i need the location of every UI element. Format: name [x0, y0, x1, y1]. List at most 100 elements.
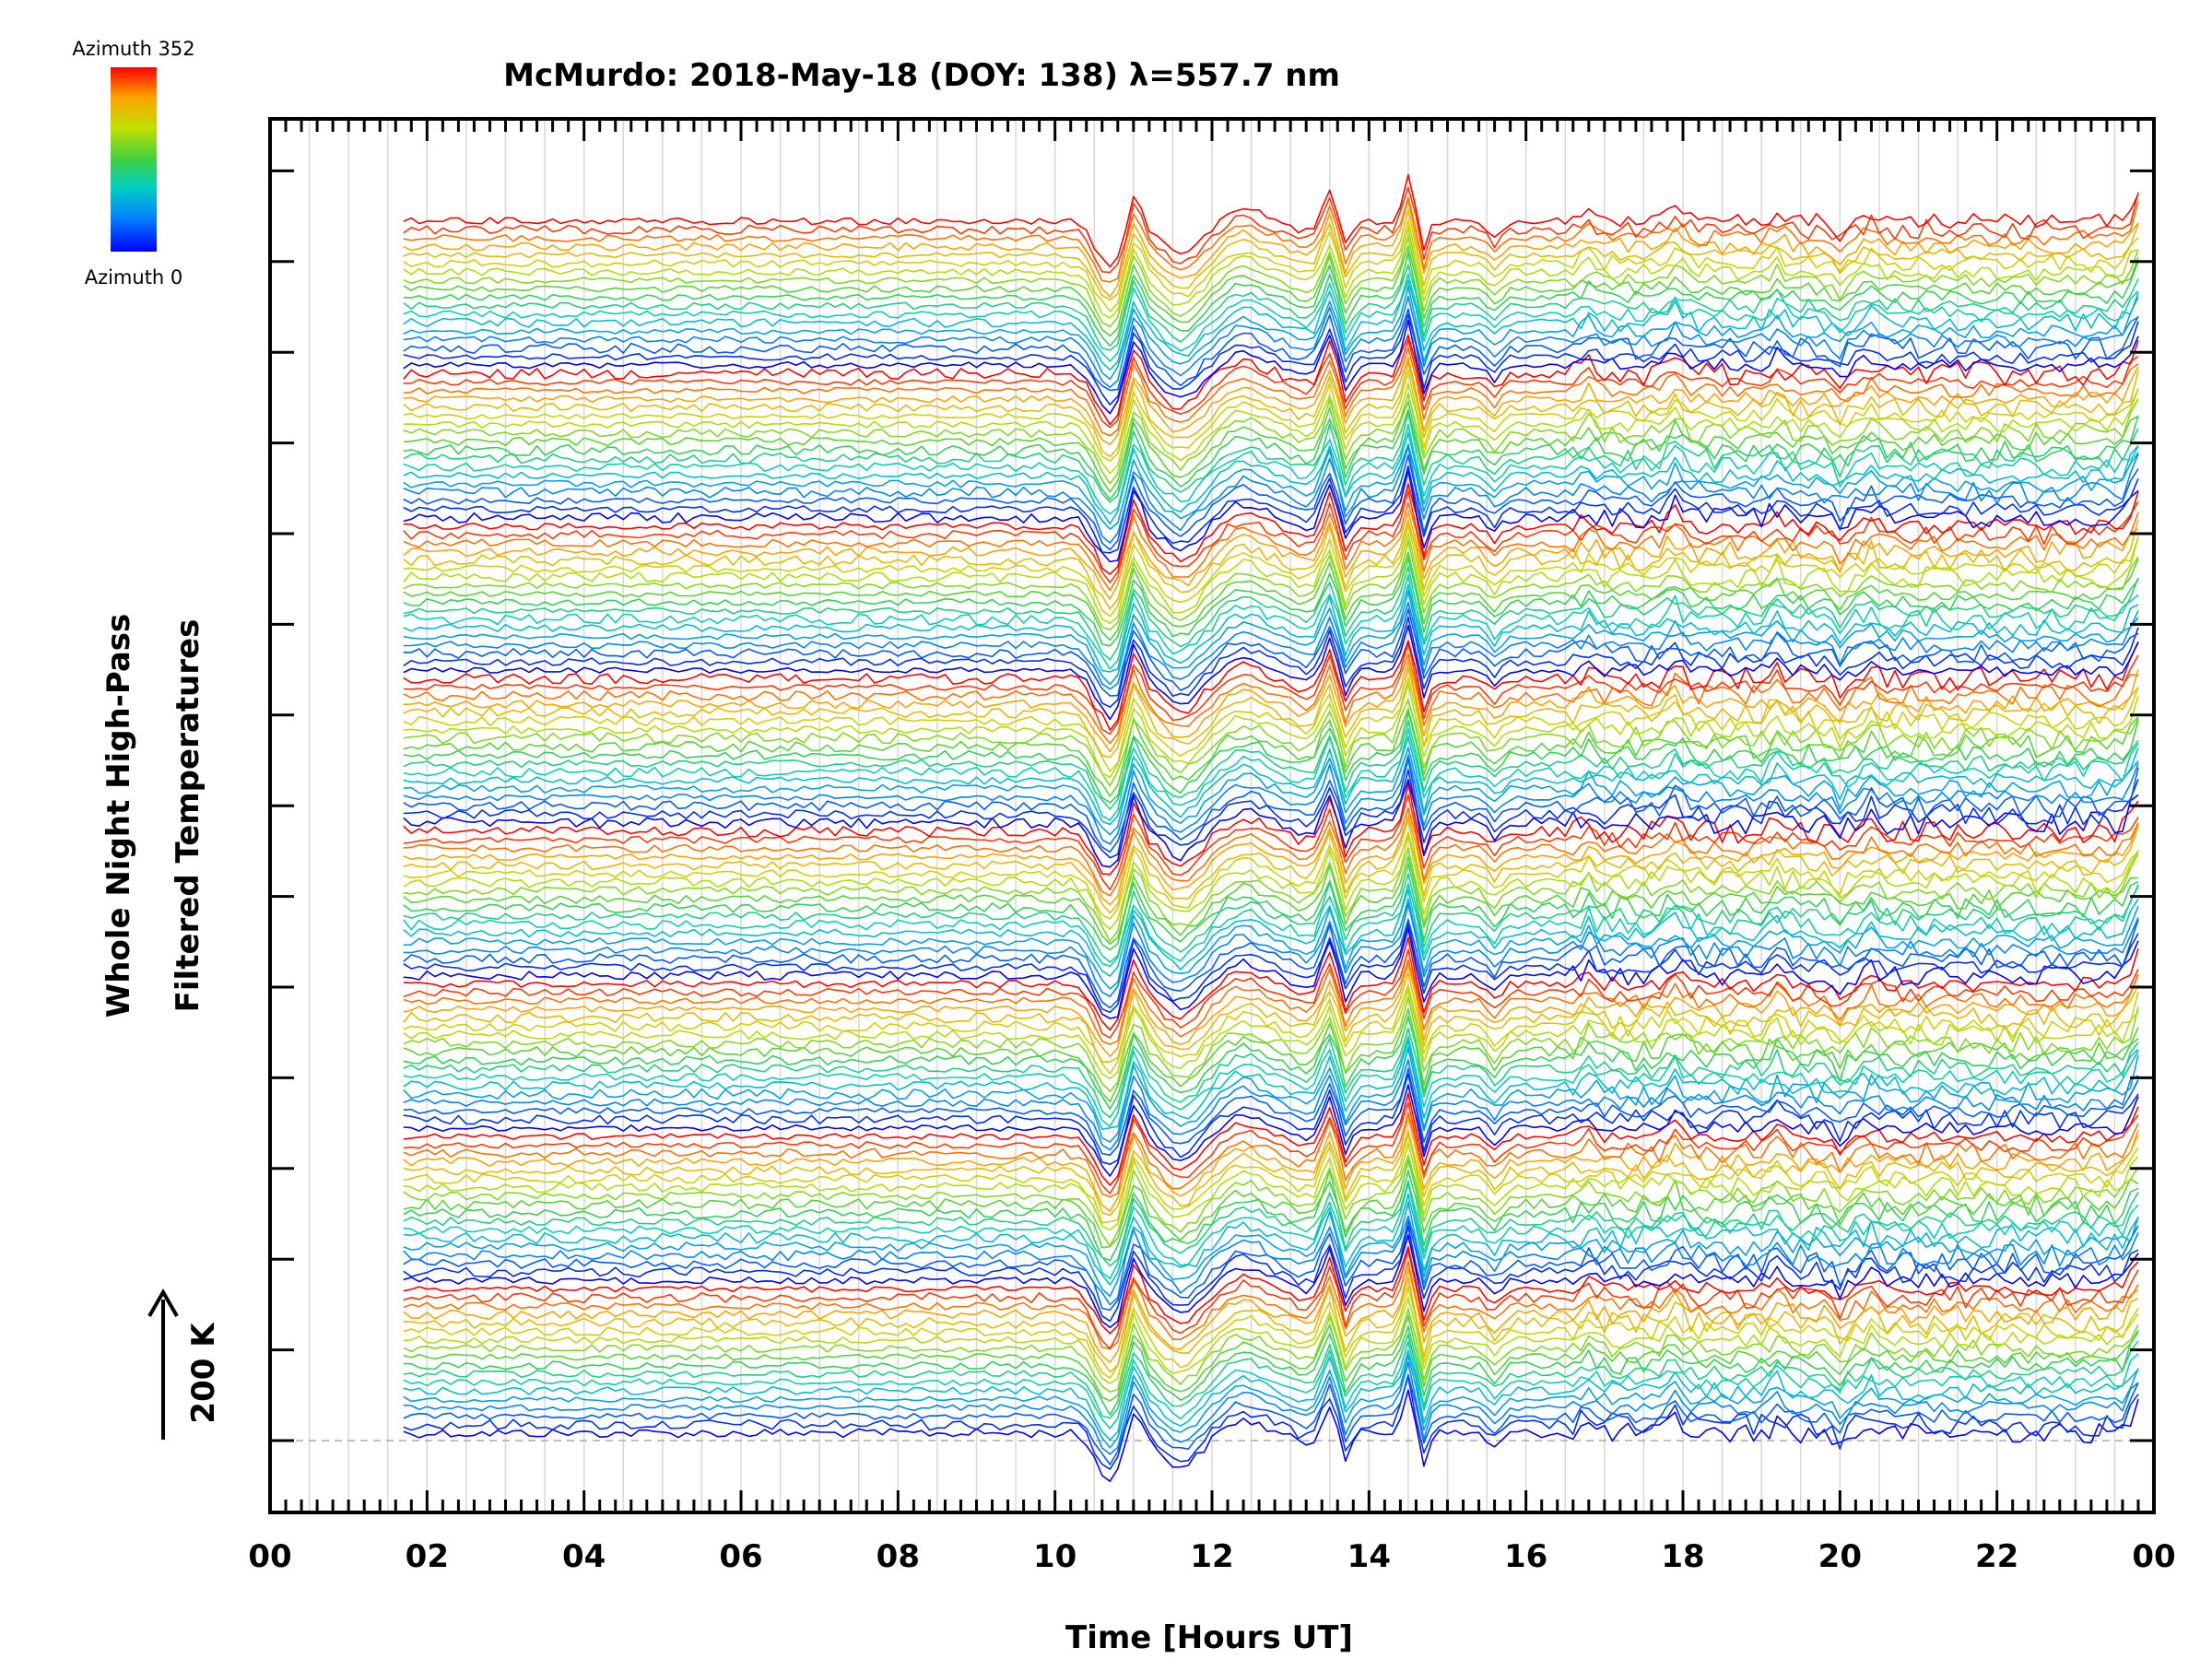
- trace-line: [403, 1375, 2139, 1470]
- trace-line: [403, 794, 2139, 891]
- trace-line: [403, 1016, 2139, 1110]
- trace-line: [403, 483, 2139, 575]
- trace-line: [403, 539, 2139, 631]
- x-tick-label: 00: [248, 1538, 291, 1575]
- x-tick-labels: 00 02 04 06 08 10 12 14 16 18 20 22 00: [248, 1538, 2175, 1575]
- colorbar: Azimuth 352 Azimuth 0: [72, 38, 194, 288]
- trace-line: [403, 1084, 2139, 1177]
- trace-line: [403, 551, 2139, 641]
- trace-line: [403, 443, 2139, 530]
- trace-line: [403, 782, 2139, 876]
- trace-line: [403, 1059, 2139, 1151]
- x-tick-label: 16: [1504, 1538, 1547, 1575]
- trace-line: [403, 1067, 2139, 1157]
- gridlines: [308, 119, 2116, 1512]
- trace-line: [403, 959, 2139, 1045]
- trace-line: [403, 431, 2139, 525]
- trace-line: [403, 469, 2139, 563]
- trace-line: [403, 1277, 2139, 1373]
- trace-line: [403, 769, 2139, 859]
- trace-line: [403, 988, 2139, 1080]
- x-tick-label: 12: [1190, 1538, 1233, 1575]
- trace-line: [403, 218, 2139, 312]
- trace-line: [403, 658, 2139, 753]
- trace-line: [403, 583, 2139, 673]
- trace-line: [403, 1249, 2139, 1350]
- y-axis-label-line2: Filtered Temperatures: [170, 619, 206, 1013]
- trace-line: [403, 927, 2139, 1019]
- scale-arrow-head: [147, 1288, 179, 1317]
- x-tick-label: 06: [719, 1538, 762, 1575]
- trace-line: [403, 392, 2139, 485]
- trace-line: [403, 226, 2139, 319]
- plot-frame: [268, 117, 2156, 1514]
- trace-line: [403, 640, 2139, 732]
- trace-line: [403, 817, 2139, 914]
- chart-title: McMurdo: 2018-May-18 (DOY: 138) λ=557.7 …: [503, 57, 1340, 94]
- colorbar-bottom-label: Azimuth 0: [85, 266, 183, 288]
- trace-line: [403, 1182, 2139, 1280]
- trace-line: [403, 1159, 2139, 1249]
- trace-line: [403, 963, 2139, 1057]
- trace-line: [403, 862, 2139, 951]
- trace-line: [403, 831, 2139, 920]
- colorbar-gradient: [111, 67, 157, 252]
- trace-line: [403, 273, 2139, 362]
- trace-line: [403, 308, 2139, 392]
- trace-line: [403, 295, 2139, 388]
- trace-line: [403, 1073, 2139, 1165]
- trace-line: [403, 1361, 2139, 1455]
- trace-line: [403, 501, 2139, 592]
- axis-ticks: [270, 119, 2154, 1512]
- x-tick-label: 10: [1033, 1538, 1077, 1575]
- trace-line: [403, 556, 2139, 647]
- trace-line: [403, 235, 2139, 328]
- trace-line: [403, 898, 2139, 990]
- trace-line: [403, 1112, 2139, 1198]
- trace-line: [403, 754, 2139, 845]
- trace-line: [403, 1314, 2139, 1402]
- trace-line: [403, 888, 2139, 977]
- trace-line: [403, 666, 2139, 759]
- x-tick-label: 18: [1661, 1538, 1704, 1575]
- trace-line: [403, 1285, 2139, 1379]
- trace-line: [403, 608, 2139, 697]
- trace-line: [403, 356, 2139, 446]
- y-axis-label-line1: Whole Night High-Pass: [100, 614, 137, 1018]
- trace-line: [403, 245, 2139, 337]
- trace-line: [403, 1130, 2139, 1217]
- trace-line: [403, 855, 2139, 946]
- trace-line: [403, 523, 2139, 618]
- trace-line: [403, 1267, 2139, 1363]
- trace-line: [403, 653, 2139, 745]
- trace-line: [403, 948, 2139, 1039]
- trace-line: [403, 423, 2139, 515]
- trace-line: [403, 173, 2139, 268]
- trace-line: [403, 1333, 2139, 1419]
- trace-line: [403, 624, 2139, 721]
- trace-line: [403, 757, 2139, 853]
- trace-line: [403, 208, 2139, 301]
- trace-line: [403, 936, 2139, 1031]
- trace-line: [403, 834, 2139, 930]
- x-tick-label: 22: [1975, 1538, 2018, 1575]
- trace-line: [403, 285, 2139, 381]
- trace-line: [403, 882, 2139, 968]
- trace-line: [403, 1132, 2139, 1224]
- trace-line: [403, 565, 2139, 661]
- trace-line: [403, 1325, 2139, 1416]
- trace-line: [403, 196, 2139, 283]
- trace-line: [403, 806, 2139, 897]
- trace-line: [403, 918, 2139, 1009]
- trace-line: [403, 1201, 2139, 1298]
- trace-line: [403, 1260, 2139, 1350]
- x-tick-label: 14: [1347, 1538, 1391, 1575]
- trace-line: [403, 411, 2139, 503]
- trace-line: [403, 574, 2139, 670]
- trace-line: [403, 1007, 2139, 1102]
- trace-line: [403, 1092, 2139, 1186]
- trace-line: [403, 199, 2139, 298]
- trace-line: [403, 400, 2139, 493]
- trace-line: [403, 1101, 2139, 1194]
